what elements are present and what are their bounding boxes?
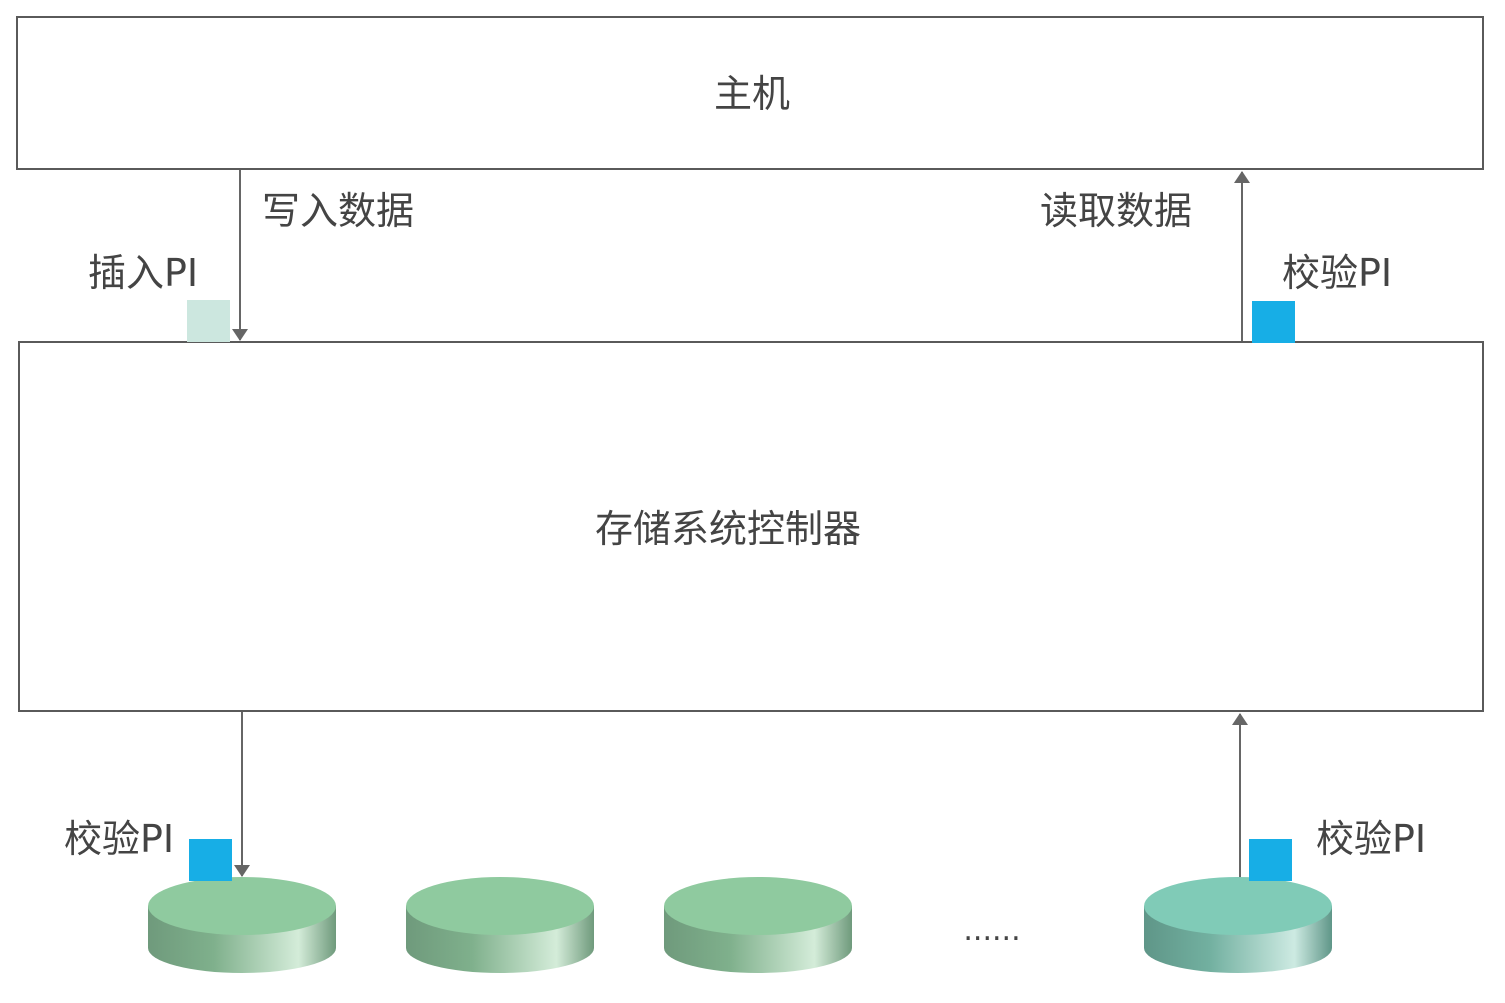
disk-1 xyxy=(148,877,336,973)
pi-verified-disk-left-block xyxy=(189,839,232,881)
verify-pi-disk-left-label: 校验PI xyxy=(64,817,174,861)
controller-box: 存储系统控制器 xyxy=(18,341,1484,712)
host-box: 主机 xyxy=(16,16,1484,170)
read-data-label: 读取数据 xyxy=(1040,189,1192,233)
verify-pi-host-label: 校验PI xyxy=(1282,251,1392,295)
controller-label: 存储系统控制器 xyxy=(595,507,861,551)
disk-2 xyxy=(406,877,594,973)
pi-verified-disk-right-block xyxy=(1249,839,1292,881)
pi-inserted-block xyxy=(187,300,230,342)
disk-4 xyxy=(1144,877,1332,973)
insert-pi-label: 插入PI xyxy=(88,251,198,295)
write-data-label: 写入数据 xyxy=(262,189,414,233)
disk-3 xyxy=(664,877,852,973)
pi-verified-host-block xyxy=(1252,301,1295,343)
verify-pi-disk-right-label: 校验PI xyxy=(1316,817,1426,861)
disk-ellipsis: ...... xyxy=(963,913,1020,948)
host-label: 主机 xyxy=(714,72,790,116)
